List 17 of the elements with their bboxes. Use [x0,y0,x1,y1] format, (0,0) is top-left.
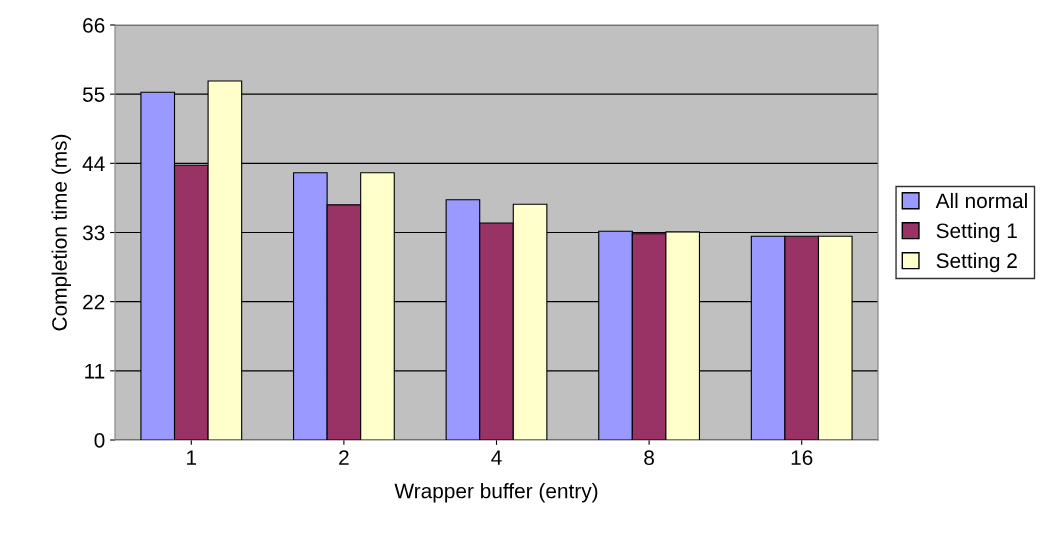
y-tick-label: 66 [83,18,105,33]
x-tick-label: 1 [187,450,197,465]
x-tick-label: 2 [339,450,349,465]
y-tick-label: 33 [82,225,105,241]
legend-label: Setting 1 [936,222,1017,243]
x-axis-title: Wrapper buffer (entry) [394,483,598,503]
y-tick-label: 11 [85,364,105,379]
y-tick-label: 0 [94,433,105,448]
y-tick-label: 55 [82,87,105,102]
legend-label: Setting 2 [936,252,1017,273]
y-axis-title: Completion time (ms) [51,134,71,331]
x-tick-label: 16 [791,450,813,466]
x-tick-label: 4 [491,450,502,465]
legend-label: All normal [935,192,1027,209]
y-tick-label: 44 [82,156,105,171]
y-tick-label: 22 [83,294,105,310]
x-tick-label: 8 [644,450,654,466]
